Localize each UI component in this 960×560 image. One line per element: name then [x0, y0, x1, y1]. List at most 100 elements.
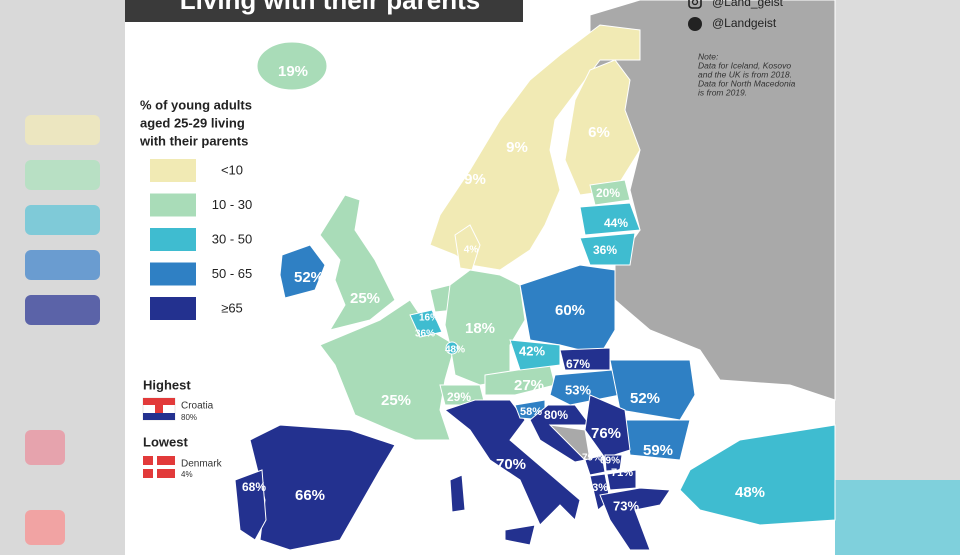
legend-title-line: with their parents	[139, 133, 248, 148]
north-macedonia	[606, 469, 637, 491]
highest-value: 80%	[181, 413, 197, 422]
region-label: 59%	[643, 442, 673, 459]
legend-swatch	[150, 262, 196, 286]
blur-flag	[25, 510, 65, 545]
ireland	[279, 244, 326, 299]
region-label: 27%	[514, 377, 544, 394]
region-label: 42%	[519, 343, 545, 358]
legend-label: ≥65	[221, 300, 243, 315]
instagram-icon	[688, 0, 702, 9]
region-label: 20%	[596, 186, 620, 200]
croatia-flag-red	[143, 398, 175, 405]
serbia	[584, 394, 631, 459]
region-label: 52%	[630, 390, 660, 407]
region-label: 19%	[278, 63, 308, 80]
right-blur-teal	[835, 480, 960, 555]
region-label: 25%	[381, 392, 411, 409]
region-label: 73%	[586, 482, 608, 494]
region-label: 67%	[566, 357, 590, 371]
region-label: 18%	[465, 320, 495, 337]
legend-label: 10 - 30	[212, 197, 252, 212]
note-line: is from 2019.	[698, 87, 747, 97]
blur-swatch	[25, 295, 100, 325]
croatia-flag-shield	[155, 403, 163, 413]
estonia	[589, 179, 631, 206]
finland	[564, 59, 641, 196]
region-label: 25%	[350, 290, 380, 307]
region-label: 48%	[735, 484, 765, 501]
region-label: 9%	[464, 171, 486, 188]
legend-label: 30 - 50	[212, 231, 252, 246]
montenegro	[584, 454, 606, 476]
blur-swatch	[25, 160, 100, 190]
highest-country: Croatia	[181, 401, 214, 412]
germany	[444, 269, 526, 386]
region-label: 60%	[555, 302, 585, 319]
region-label: 73%	[613, 498, 639, 513]
region-label: 48%	[445, 345, 465, 356]
region-label: 70%	[496, 456, 526, 473]
social-handle: @Landgeist	[712, 16, 777, 30]
region-label: 80%	[544, 408, 568, 422]
legend-label: 50 - 65	[212, 266, 252, 281]
legend-title-line: aged 25-29 living	[140, 115, 245, 130]
region-label: 68%	[242, 480, 266, 494]
note-line: and the UK is from 2018.	[698, 69, 792, 79]
croatia	[529, 404, 591, 463]
lowest-country: Denmark	[181, 459, 223, 470]
title: Living with their parents	[180, 0, 480, 15]
legend-swatch	[150, 159, 196, 182]
blur-swatch	[25, 115, 100, 145]
denmark-flag-cross	[143, 465, 175, 469]
denmark	[454, 224, 481, 271]
region-label: 16%	[419, 313, 439, 324]
region-label: 69%	[600, 456, 620, 467]
blur-swatch	[25, 250, 100, 280]
sardinia	[449, 474, 466, 513]
italy	[443, 399, 581, 526]
turkey	[679, 424, 836, 526]
title-box	[125, 0, 523, 22]
region-label: 53%	[565, 382, 591, 397]
region-label: 9%	[506, 139, 528, 156]
note-line: Data for North Macedonia	[698, 78, 796, 88]
region-label: 29%	[447, 390, 471, 404]
lithuania	[579, 232, 636, 266]
poland	[519, 264, 616, 356]
portugal	[234, 469, 267, 541]
region-label: 79%	[582, 453, 602, 464]
note-line: Note:	[698, 51, 719, 61]
region-label: 52%	[294, 269, 324, 286]
right-blur-panel	[835, 0, 960, 555]
region-label: 66%	[295, 487, 325, 504]
belgium	[409, 309, 443, 338]
region-label: 71%	[611, 467, 633, 479]
kosovo	[604, 454, 623, 472]
twitter-icon	[688, 17, 702, 31]
legend-title-line: % of young adults	[140, 97, 252, 112]
region-label: 36%	[593, 243, 617, 257]
greece	[599, 487, 671, 551]
region-label: 76%	[591, 425, 621, 442]
lowest-value: 4%	[181, 470, 193, 479]
romania	[609, 359, 696, 421]
legend-swatch	[150, 193, 196, 217]
lowest-heading: Lowest	[143, 434, 188, 449]
legend-swatch	[150, 297, 196, 320]
instagram-icon-lens	[691, 0, 699, 6]
luxembourg	[445, 341, 459, 355]
croatia-flag-blue	[143, 413, 175, 420]
legend: <10 10 - 30 30 - 50 50 - 65 ≥65	[150, 159, 252, 320]
iceland	[256, 41, 328, 91]
latvia	[579, 202, 641, 236]
region-label: 36%	[415, 329, 435, 340]
region-label: 6%	[588, 124, 610, 141]
region-label: 4%	[464, 245, 479, 256]
social-handle: @Land_geist	[712, 0, 784, 9]
blur-flag	[25, 430, 65, 465]
united-kingdom	[319, 194, 396, 331]
legend-label: <10	[221, 162, 243, 177]
note-line: Data for Iceland, Kosovo	[698, 60, 791, 70]
czechia	[509, 339, 561, 371]
